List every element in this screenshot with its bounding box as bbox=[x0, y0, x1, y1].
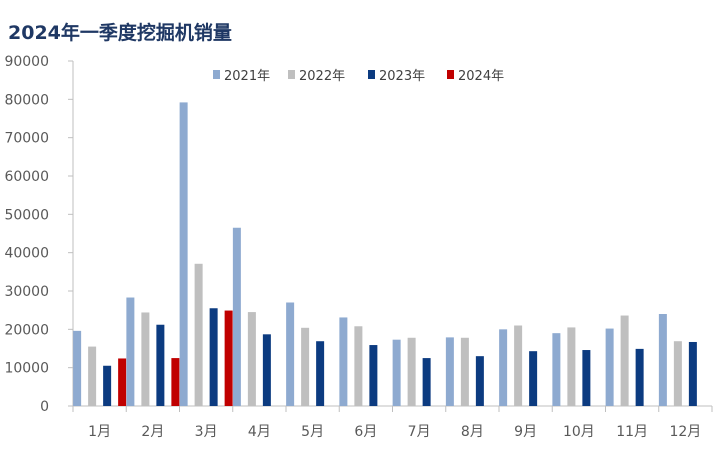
bar-2023年-12月 bbox=[688, 341, 697, 406]
bar-2023年-8月 bbox=[475, 356, 484, 406]
x-tick-label: 9月 bbox=[514, 424, 537, 440]
bar-2021年-12月 bbox=[658, 314, 667, 406]
bar-2021年-4月 bbox=[232, 227, 241, 406]
y-axis: 0 10000 20000 30000 40000 50000 60000 70000 8000… bbox=[4, 54, 74, 415]
bar-2023年-2月 bbox=[156, 324, 165, 406]
x-tick-label: 3月 bbox=[195, 424, 218, 440]
bar-2022年-11月 bbox=[620, 315, 629, 406]
bar-2022年-1月 bbox=[88, 346, 97, 406]
bar-2022年-10月 bbox=[567, 327, 576, 406]
y-tick-label: 20000 bbox=[4, 322, 49, 338]
bar-2022年-2月 bbox=[141, 312, 150, 406]
x-tick-label: 2月 bbox=[141, 424, 164, 440]
bar-2023年-4月 bbox=[262, 334, 271, 406]
x-tick-label: 4月 bbox=[248, 424, 271, 440]
x-tick-label: 7月 bbox=[408, 424, 431, 440]
bar-2021年-9月 bbox=[499, 329, 508, 406]
bar-2022年-7月 bbox=[407, 337, 416, 406]
bar-2023年-5月 bbox=[316, 341, 325, 406]
bar-2022年-9月 bbox=[514, 325, 523, 406]
legend-swatch bbox=[288, 70, 295, 79]
bar-2023年-10月 bbox=[582, 350, 591, 406]
bar-2023年-1月 bbox=[103, 365, 112, 406]
bar-2021年-5月 bbox=[286, 302, 295, 406]
y-tick-label: 70000 bbox=[4, 131, 49, 147]
bar-2024年-2月 bbox=[171, 358, 180, 406]
legend-label: 2022年 bbox=[299, 69, 345, 84]
y-tick-label: 10000 bbox=[4, 361, 49, 377]
x-tick-label: 8月 bbox=[461, 424, 484, 440]
bar-2022年-3月 bbox=[194, 263, 203, 406]
bar-2023年-11月 bbox=[635, 348, 644, 406]
x-axis: 1月 2月 3月 4月 5月 6月 7月 8月 9月 10月 11月 12月 bbox=[72, 405, 713, 440]
y-tick-label: 40000 bbox=[4, 246, 49, 262]
legend-swatch bbox=[447, 70, 454, 79]
y-tick-label: 0 bbox=[40, 399, 49, 415]
y-tick-label: 60000 bbox=[4, 169, 49, 185]
bar-2022年-4月 bbox=[247, 312, 256, 406]
bar-2021年-10月 bbox=[552, 333, 561, 406]
x-tick-label: 12月 bbox=[669, 424, 701, 440]
bar-2023年-9月 bbox=[529, 351, 538, 406]
y-tick-label: 50000 bbox=[4, 207, 49, 223]
legend-label: 2023年 bbox=[379, 69, 425, 84]
legend-label: 2021年 bbox=[224, 69, 270, 84]
x-tick-label: 10月 bbox=[563, 424, 595, 440]
y-tick-label: 30000 bbox=[4, 284, 49, 300]
bar-2022年-6月 bbox=[354, 326, 363, 406]
bar-2023年-7月 bbox=[422, 358, 431, 406]
bar-2021年-2月 bbox=[126, 297, 135, 406]
bar-2024年-3月 bbox=[224, 310, 233, 406]
bar-2021年-3月 bbox=[179, 102, 188, 407]
bar-2023年-6月 bbox=[369, 345, 378, 406]
x-tick-label: 1月 bbox=[88, 424, 111, 440]
chart-title: 2024年一季度挖掘机销量 bbox=[8, 22, 232, 44]
bars bbox=[73, 102, 697, 407]
legend-swatch bbox=[213, 70, 220, 79]
x-tick-label: 11月 bbox=[616, 424, 648, 440]
y-tick-label: 80000 bbox=[4, 92, 49, 108]
legend-label: 2024年 bbox=[458, 69, 504, 84]
bar-2021年-1月 bbox=[73, 330, 82, 406]
bar-2021年-11月 bbox=[605, 328, 614, 406]
bar-2022年-8月 bbox=[460, 337, 469, 406]
bar-2024年-1月 bbox=[118, 358, 127, 406]
bar-2022年-12月 bbox=[673, 341, 682, 406]
x-tick-label: 6月 bbox=[354, 424, 377, 440]
bar-2022年-5月 bbox=[301, 327, 310, 406]
legend-swatch bbox=[368, 70, 375, 79]
bar-2023年-3月 bbox=[209, 308, 218, 406]
bar-2021年-8月 bbox=[445, 337, 454, 406]
x-tick-label: 5月 bbox=[301, 424, 324, 440]
bar-2021年-6月 bbox=[339, 317, 348, 406]
legend: 2021年 2022年 2023年 2024年 bbox=[213, 69, 504, 84]
bar-2021年-7月 bbox=[392, 339, 401, 406]
y-tick-label: 90000 bbox=[4, 54, 49, 70]
